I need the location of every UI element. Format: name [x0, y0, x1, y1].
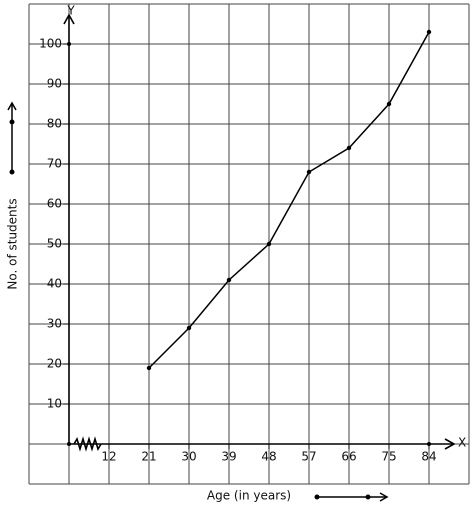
data-point — [226, 277, 232, 283]
x-tick-label: 39 — [221, 450, 236, 464]
x-tick-label: 75 — [381, 450, 396, 464]
data-point — [386, 101, 392, 107]
y-axis-title: No. of students — [6, 198, 20, 289]
x-tick-label: 21 — [141, 450, 156, 464]
x-axis-title: Age (in years) — [207, 489, 291, 503]
y-tick-label: 10 — [47, 397, 62, 411]
x-tick-label: 48 — [261, 450, 276, 464]
y-tick-label: 100 — [39, 37, 62, 51]
data-point — [186, 325, 192, 331]
y-tick-label: 90 — [47, 77, 62, 91]
y-tick-label: 30 — [47, 317, 62, 331]
y-tick-label: 20 — [47, 357, 62, 371]
y-tick-label: 60 — [47, 197, 62, 211]
y-tick-label: 70 — [47, 157, 62, 171]
y-tick-label: 50 — [47, 237, 62, 251]
x-tick-label: 12 — [101, 450, 116, 464]
unit-arrows — [7, 101, 389, 502]
data-point — [346, 145, 352, 151]
data-point — [306, 169, 312, 175]
x-tick-label: 66 — [341, 450, 356, 464]
data-point — [426, 29, 432, 35]
graph-paper — [28, 3, 470, 485]
data-point — [146, 365, 152, 371]
ogive-line — [148, 31, 430, 369]
y-tick-label: 80 — [47, 117, 62, 131]
axes — [63, 13, 456, 452]
x-tick-label: 84 — [421, 450, 436, 464]
y-tick-label: 40 — [47, 277, 62, 291]
y-axis-name: Y — [66, 4, 75, 18]
data-point — [266, 241, 272, 247]
x-axis-name: X — [458, 436, 466, 450]
x-tick-label: 30 — [181, 450, 196, 464]
x-tick-label: 57 — [301, 450, 316, 464]
